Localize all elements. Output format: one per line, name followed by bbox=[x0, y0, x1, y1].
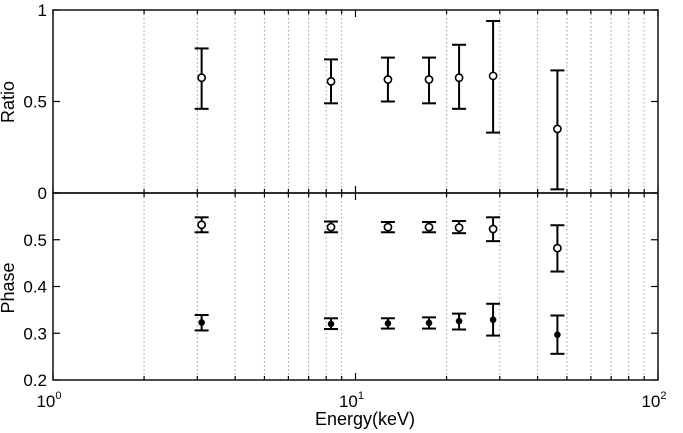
phase-data-point bbox=[550, 224, 565, 273]
ratio-data-point bbox=[550, 69, 565, 191]
energy-x-tick-label: 101 bbox=[339, 390, 364, 411]
phase-data-point bbox=[324, 317, 339, 331]
phase-data-point bbox=[422, 316, 437, 330]
tick-exponent: 1 bbox=[358, 390, 364, 402]
ratio-y-tick-label: 1 bbox=[38, 1, 47, 20]
phase-open-marker bbox=[197, 220, 207, 230]
tick-base: 10 bbox=[641, 392, 660, 411]
phase-y-tick-label: 0.4 bbox=[23, 278, 47, 297]
ratio-open-marker bbox=[424, 75, 434, 84]
tick-base: 10 bbox=[36, 392, 55, 411]
ratio-data-point bbox=[324, 58, 339, 105]
ratio-data-point bbox=[452, 43, 467, 110]
phase-open-marker bbox=[454, 223, 464, 232]
phase-filled-marker bbox=[327, 320, 335, 328]
ratio-panel: 00.51 bbox=[23, 1, 659, 203]
phase-data-point bbox=[380, 317, 395, 330]
phase-data-point bbox=[380, 220, 395, 234]
phase-filled-marker bbox=[489, 316, 497, 323]
phase-filled-marker bbox=[425, 319, 433, 327]
phase-data-point bbox=[194, 216, 209, 234]
phase-data-point bbox=[550, 314, 565, 355]
phase-y-tick-label: 0.3 bbox=[23, 324, 47, 343]
phase-plot-frame bbox=[52, 192, 659, 381]
energy-x-tick-label: 102 bbox=[641, 390, 666, 411]
energy-axis-label: Energy(keV) bbox=[315, 409, 415, 429]
ratio-data-point bbox=[194, 47, 209, 110]
ratio-open-marker bbox=[553, 124, 562, 134]
ratio-data-point bbox=[380, 56, 395, 103]
tick-exponent: 2 bbox=[660, 390, 666, 402]
phase-y-tick-label: 0.5 bbox=[23, 231, 47, 250]
phase-open-marker bbox=[553, 243, 562, 253]
phase-data-point bbox=[486, 302, 501, 337]
tick-exponent: 0 bbox=[55, 390, 61, 402]
ratio-plot-frame bbox=[52, 9, 659, 194]
phase-open-marker bbox=[424, 222, 434, 232]
phase-filled-marker bbox=[198, 319, 205, 326]
ratio-open-marker bbox=[326, 76, 336, 86]
ratio-axis-label: Ratio bbox=[0, 81, 18, 123]
ratio-open-marker bbox=[383, 75, 393, 84]
ratio-y-tick-label: 0.5 bbox=[23, 93, 47, 112]
energy-x-tick-label: 100 bbox=[36, 390, 61, 411]
phase-data-point bbox=[486, 216, 501, 243]
phase-open-marker bbox=[326, 222, 336, 232]
phase-data-point bbox=[452, 312, 467, 331]
phase-y-tick-label: 0.2 bbox=[23, 371, 47, 390]
tick-base: 10 bbox=[339, 392, 358, 411]
ratio-open-marker bbox=[197, 73, 207, 83]
phase-data-point bbox=[194, 314, 209, 332]
phase-data-point bbox=[422, 220, 437, 234]
ratio-y-tick-label: 0 bbox=[38, 184, 47, 203]
phase-data-point bbox=[452, 220, 467, 235]
phase-filled-marker bbox=[384, 320, 392, 327]
phase-data-point bbox=[324, 220, 339, 234]
ratio-data-point bbox=[422, 56, 437, 105]
phase-open-marker bbox=[488, 224, 498, 234]
phase-axis-label: Phase bbox=[0, 262, 18, 313]
phase-filled-marker bbox=[455, 317, 463, 325]
ratio-data-point bbox=[486, 19, 501, 134]
phase-open-marker bbox=[383, 222, 393, 232]
ratio-open-marker bbox=[454, 73, 464, 83]
ratio-open-marker bbox=[488, 71, 498, 81]
phase-filled-marker bbox=[554, 331, 561, 338]
